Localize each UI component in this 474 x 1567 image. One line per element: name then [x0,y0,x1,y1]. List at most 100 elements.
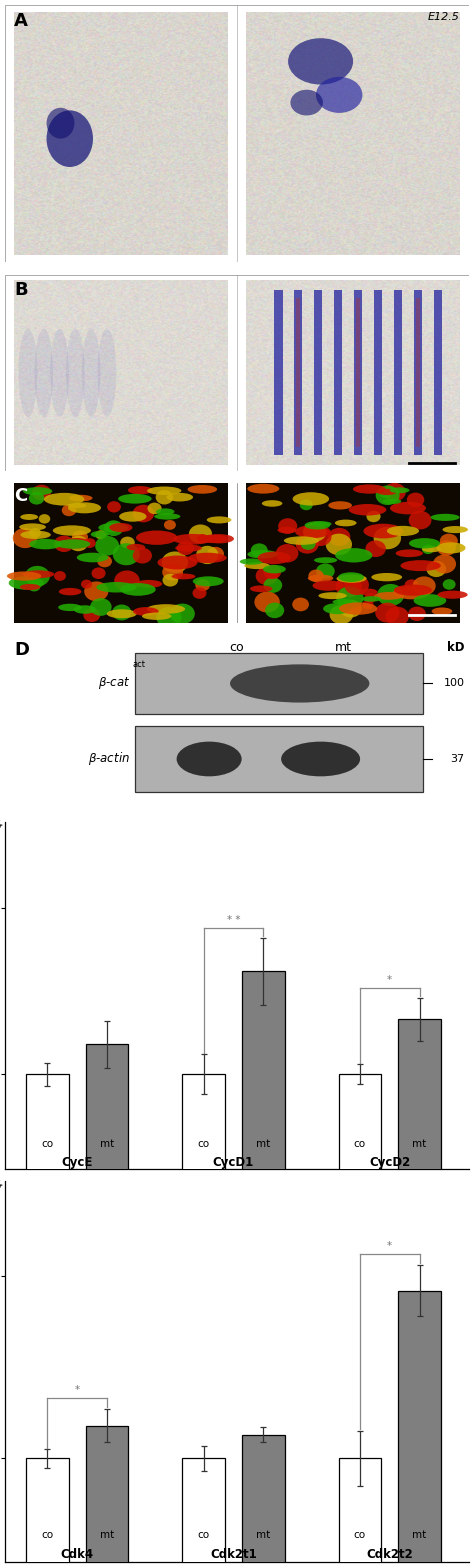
Ellipse shape [66,329,85,417]
Bar [242,972,284,1241]
Ellipse shape [175,544,202,552]
Ellipse shape [99,523,128,533]
Text: kD: kD [447,641,465,653]
Ellipse shape [296,534,319,553]
Ellipse shape [422,544,434,555]
Ellipse shape [340,600,362,617]
Text: mt: mt [412,1139,427,1149]
Ellipse shape [107,501,121,512]
Ellipse shape [305,522,330,530]
Ellipse shape [54,536,74,552]
Ellipse shape [83,608,100,622]
Ellipse shape [376,486,400,505]
Ellipse shape [432,608,452,616]
Ellipse shape [383,483,406,501]
Ellipse shape [59,588,82,595]
Ellipse shape [120,536,135,548]
Ellipse shape [375,603,400,622]
Ellipse shape [295,525,331,537]
Text: co: co [198,1529,210,1539]
Ellipse shape [255,592,280,613]
Ellipse shape [188,484,217,494]
Text: $\beta$-actin: $\beta$-actin [88,751,130,768]
Ellipse shape [377,489,397,495]
Ellipse shape [374,592,403,600]
Ellipse shape [104,520,123,536]
Ellipse shape [107,610,137,619]
Bar [274,290,283,454]
Ellipse shape [95,536,119,556]
Ellipse shape [35,329,53,417]
Ellipse shape [166,494,193,501]
Ellipse shape [196,545,219,564]
Ellipse shape [338,572,364,581]
Bar [135,653,423,715]
Ellipse shape [333,599,353,605]
Ellipse shape [390,487,410,494]
Ellipse shape [142,613,172,621]
Ellipse shape [440,534,458,548]
Ellipse shape [366,511,381,522]
Ellipse shape [362,595,381,602]
Ellipse shape [328,528,350,545]
Text: mt: mt [100,1529,114,1539]
Text: 2.5: 2.5 [0,1178,2,1191]
Text: *: * [387,1241,392,1250]
Ellipse shape [278,527,296,533]
Ellipse shape [32,484,51,500]
Ellipse shape [240,558,263,564]
Ellipse shape [62,537,91,548]
Ellipse shape [95,530,106,539]
Ellipse shape [189,525,212,544]
Ellipse shape [323,603,352,614]
Ellipse shape [264,578,282,592]
Ellipse shape [205,534,234,544]
Text: mt: mt [256,1139,270,1149]
Ellipse shape [308,575,333,581]
Ellipse shape [329,605,353,624]
Ellipse shape [72,531,88,544]
Ellipse shape [377,584,404,606]
Ellipse shape [374,527,401,550]
Text: D: D [14,641,29,660]
Text: act: act [132,660,146,669]
Ellipse shape [23,570,54,578]
Ellipse shape [312,580,344,591]
Ellipse shape [9,577,44,589]
Ellipse shape [326,534,352,555]
Ellipse shape [54,570,66,581]
Bar [26,1459,69,1567]
Ellipse shape [133,548,152,564]
Ellipse shape [396,550,423,558]
Ellipse shape [365,592,377,603]
Ellipse shape [349,505,386,516]
Ellipse shape [170,603,195,624]
Ellipse shape [192,588,207,599]
Ellipse shape [163,574,178,586]
Ellipse shape [401,559,441,570]
Ellipse shape [46,108,74,138]
Ellipse shape [96,581,136,592]
Bar [246,483,460,624]
Bar [314,290,322,454]
Text: CycD2: CycD2 [369,1156,410,1169]
Ellipse shape [193,577,224,586]
Ellipse shape [312,522,332,527]
Bar [414,290,422,454]
Ellipse shape [328,501,352,509]
Ellipse shape [197,534,208,544]
Bar [398,1291,441,1567]
Bar [242,1435,284,1567]
Ellipse shape [310,528,331,545]
Ellipse shape [91,567,106,578]
Ellipse shape [46,110,93,168]
Text: co: co [198,1139,210,1149]
Ellipse shape [73,605,96,614]
Ellipse shape [97,555,112,567]
Ellipse shape [251,544,268,558]
Ellipse shape [29,539,62,550]
Ellipse shape [316,77,363,113]
Bar [135,726,423,791]
Bar [356,298,360,447]
Ellipse shape [84,581,109,602]
